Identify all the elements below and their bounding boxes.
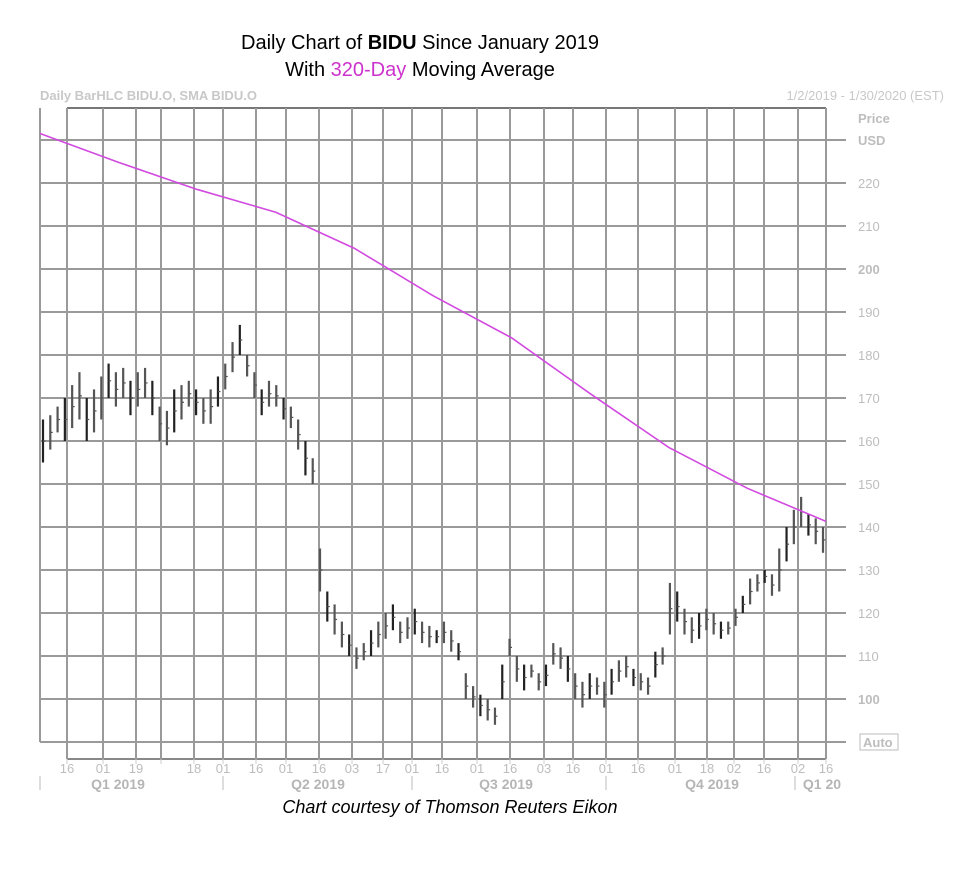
x-tick-label: 01 [279,761,293,776]
x-tick-label: 16 [249,761,263,776]
x-tick-label: 01 [96,761,110,776]
x-tick-label: 02 [791,761,805,776]
chart-credit: Chart courtesy of Thomson Reuters Eikon [282,797,618,817]
y-tick-label: 200 [858,262,880,277]
y-tick-label: 180 [858,348,880,363]
x-tick-label: 18 [187,761,201,776]
x-tick-label: 16 [566,761,580,776]
chart-title-line1: Daily Chart of BIDU Since January 2019 [241,32,599,54]
y-tick-label: 130 [858,563,880,578]
x-tick-label: 16 [631,761,645,776]
y-tick-label: 150 [858,477,880,492]
auto-scale-button[interactable] [859,733,899,751]
y-tick-label: 210 [858,219,880,234]
quarter-label: Q1 2019 [91,776,145,792]
quarter-label: Q1 20 [803,776,841,792]
x-tick-label: 03 [345,761,359,776]
y-tick-label: 120 [858,606,880,621]
quarter-label: Q3 2019 [479,776,533,792]
x-tick-label: 01 [668,761,682,776]
x-tick-label: 19 [129,761,143,776]
chart-title-line2: With 320-Day Moving Average [285,59,555,81]
auto-scale-label: Auto [863,735,893,750]
y-axis-title: Price [858,111,890,126]
x-tick-label: 01 [405,761,419,776]
x-tick-label: 16 [312,761,326,776]
x-tick-label: 01 [599,761,613,776]
x-tick-label: 01 [216,761,230,776]
y-tick-label: 170 [858,391,880,406]
x-tick-label: 02 [727,761,741,776]
series-description: Daily BarHLC BIDU.O, SMA BIDU.O [40,88,257,103]
y-tick-label: USD [858,133,885,148]
x-tick-label: 18 [700,761,714,776]
x-tick-label: 16 [60,761,74,776]
x-tick-label: 16 [757,761,771,776]
x-tick-label: 16 [503,761,517,776]
y-tick-label: 160 [858,434,880,449]
quarter-label: Q2 2019 [291,776,345,792]
date-range: 1/2/2019 - 1/30/2020 (EST) [786,88,944,103]
x-tick-label: 16 [819,761,833,776]
y-tick-label: 110 [858,649,879,664]
x-tick-label: 16 [435,761,449,776]
y-tick-label: 140 [858,520,880,535]
sma-320-line [39,132,827,523]
x-tick-label: 03 [537,761,551,776]
y-tick-label: 190 [858,305,880,320]
quarter-label: Q4 2019 [685,776,739,792]
x-tick-label: 01 [470,761,484,776]
y-tick-label: 220 [858,176,880,191]
x-tick-label: 17 [376,761,390,776]
y-tick-label: 100 [858,692,880,707]
